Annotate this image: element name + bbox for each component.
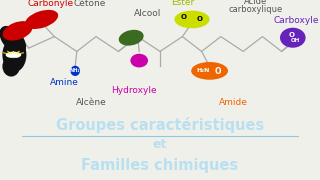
Ellipse shape	[70, 66, 80, 76]
Circle shape	[6, 52, 20, 57]
Text: OH: OH	[291, 38, 300, 43]
Ellipse shape	[3, 21, 33, 41]
Ellipse shape	[174, 11, 210, 28]
Text: O: O	[181, 14, 187, 20]
Text: Alcène: Alcène	[76, 98, 107, 107]
Text: O: O	[197, 16, 203, 22]
Ellipse shape	[280, 28, 306, 48]
Ellipse shape	[131, 54, 148, 68]
Ellipse shape	[119, 30, 144, 46]
Text: Amine: Amine	[50, 78, 78, 87]
Text: Carboxyle: Carboxyle	[273, 16, 319, 25]
Text: NH₂: NH₂	[70, 68, 80, 73]
Ellipse shape	[2, 38, 27, 72]
Text: H₂N: H₂N	[196, 68, 210, 73]
Text: Hydroxyle: Hydroxyle	[112, 86, 157, 95]
Ellipse shape	[191, 62, 228, 80]
Ellipse shape	[25, 10, 58, 29]
Ellipse shape	[3, 56, 20, 76]
Text: Ester: Ester	[171, 0, 194, 7]
Text: Cétone: Cétone	[73, 0, 106, 8]
Text: Groupes caractéristiques: Groupes caractéristiques	[56, 117, 264, 133]
Text: et: et	[153, 138, 167, 151]
Text: Carbonyle: Carbonyle	[27, 0, 73, 8]
Text: O: O	[214, 67, 221, 76]
Text: Familles chimiques: Familles chimiques	[81, 158, 239, 173]
Text: Alcool: Alcool	[133, 9, 161, 18]
Text: carboxylique: carboxylique	[229, 5, 283, 14]
Ellipse shape	[0, 26, 26, 54]
Text: O: O	[288, 32, 294, 39]
Text: Acide: Acide	[244, 0, 268, 6]
Text: Amide: Amide	[219, 98, 248, 107]
